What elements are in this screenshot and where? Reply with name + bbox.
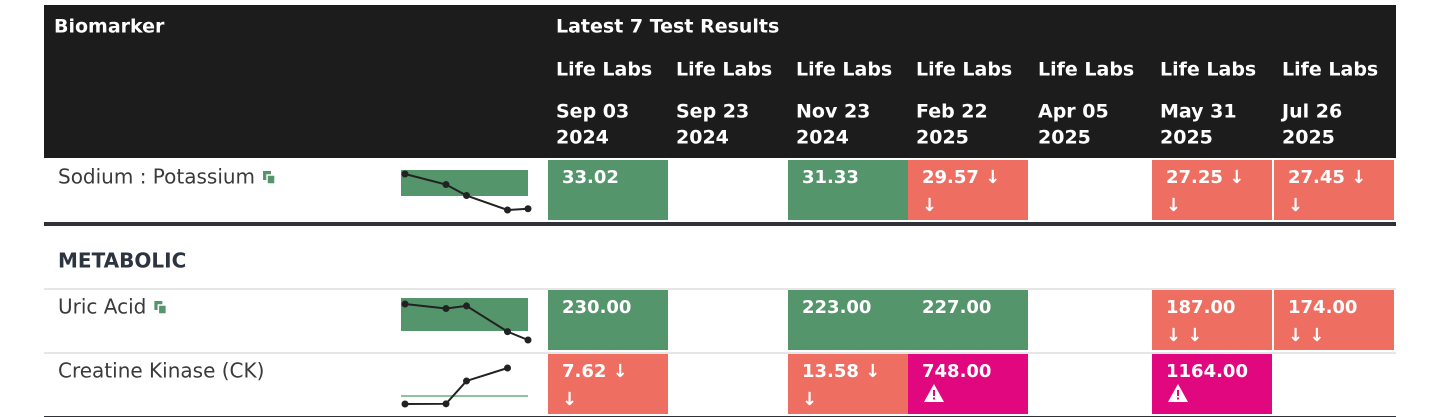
result-value: 748.00 [922, 361, 991, 382]
column-lab: Life Labs [1038, 59, 1134, 81]
result-value: ↓ [1288, 195, 1303, 216]
column-date: Sep 23 [676, 101, 749, 123]
warning-mark [1177, 390, 1179, 396]
column-date: 2025 [1160, 127, 1213, 149]
sparkline-dot [442, 400, 450, 408]
column-lab: Life Labs [676, 59, 772, 81]
biomarker-name: Creatine Kinase (CK) [58, 359, 264, 383]
result-cell [908, 290, 1028, 350]
result-value: 13.58 ↓ [802, 361, 880, 382]
result-value: 223.00 [802, 297, 871, 318]
column-date: 2024 [796, 127, 849, 149]
result-value: 33.02 [562, 167, 619, 188]
result-value: ↓ [562, 389, 577, 410]
column-lab: Life Labs [556, 59, 652, 81]
result-value: ↓ ↓ [1166, 325, 1202, 346]
column-date: 2024 [676, 127, 729, 149]
result-cell [788, 354, 908, 414]
result-value: 187.00 [1166, 297, 1235, 318]
row-border [44, 352, 1396, 354]
sparkline [404, 367, 508, 405]
column-date: 2025 [1282, 127, 1335, 149]
sparkline-dot [463, 192, 470, 200]
result-value: 174.00 [1288, 297, 1357, 318]
link-icon [266, 174, 276, 185]
result-cell [908, 354, 1028, 414]
header-latest: Latest 7 Test Results [556, 16, 779, 38]
warning-dot [1177, 397, 1179, 400]
result-value: ↓ [1166, 195, 1181, 216]
column-date: Apr 05 [1038, 101, 1109, 123]
sparkline-dot [442, 181, 450, 189]
sparkline-dot [401, 170, 409, 178]
sparkline-dot [504, 328, 511, 336]
sparkline-dot [463, 302, 470, 310]
column-date: 2025 [916, 127, 969, 149]
header-bg [44, 5, 1396, 158]
result-cell [908, 160, 1028, 220]
result-value: 29.57 ↓ [922, 167, 1000, 188]
column-lab: Life Labs [916, 59, 1012, 81]
result-value: 7.62 ↓ [562, 361, 628, 382]
column-lab: Life Labs [1160, 59, 1256, 81]
result-value: 227.00 [922, 297, 991, 318]
result-value: ↓ [802, 389, 817, 410]
result-value: 31.33 [802, 167, 859, 188]
reference-band [401, 298, 528, 331]
link-icon [157, 304, 168, 315]
column-date: Jul 26 [1280, 101, 1342, 123]
result-cell [1152, 160, 1272, 220]
sparkline-dot [463, 377, 470, 385]
column-date: Feb 22 [916, 101, 988, 123]
result-cell [548, 354, 668, 414]
result-cell [1152, 290, 1272, 350]
result-cell [1152, 354, 1272, 414]
result-value: ↓ [922, 195, 937, 216]
reference-band [401, 170, 528, 196]
result-cell [548, 290, 668, 350]
result-cell [548, 160, 668, 220]
biomarker-name: Uric Acid [58, 295, 146, 319]
row-border [44, 222, 1396, 226]
column-date: Nov 23 [796, 101, 870, 123]
column-lab: Life Labs [796, 59, 892, 81]
result-value: 1164.00 [1166, 361, 1248, 382]
row-border [44, 288, 1396, 290]
biomarker-name: Sodium : Potassium [58, 165, 255, 189]
column-date: 2025 [1038, 127, 1091, 149]
warning-dot [933, 397, 935, 400]
sparkline-dot [401, 300, 409, 308]
warning-mark [933, 390, 935, 396]
result-cell [788, 160, 908, 220]
column-lab: Life Labs [1282, 59, 1378, 81]
sparkline-dot [401, 400, 409, 408]
column-date: 2024 [556, 127, 609, 149]
result-cell [788, 290, 908, 350]
result-value: ↓ ↓ [1288, 325, 1324, 346]
section-title: METABOLIC [58, 249, 186, 273]
reference-band [401, 395, 528, 397]
result-value: 27.45 ↓ [1288, 167, 1366, 188]
result-cell [1274, 160, 1394, 220]
result-value: 27.25 ↓ [1166, 167, 1244, 188]
result-value: 230.00 [562, 297, 631, 318]
sparkline-dot [504, 364, 511, 372]
sparkline-dot [524, 336, 532, 344]
sparkline-dot [504, 206, 511, 214]
sparkline-dot [524, 205, 532, 213]
header-biomarker: Biomarker [54, 16, 165, 38]
column-date: May 31 [1160, 101, 1237, 123]
result-cell [1274, 290, 1394, 350]
column-date: Sep 03 [556, 101, 629, 123]
sparkline-dot [442, 305, 450, 312]
